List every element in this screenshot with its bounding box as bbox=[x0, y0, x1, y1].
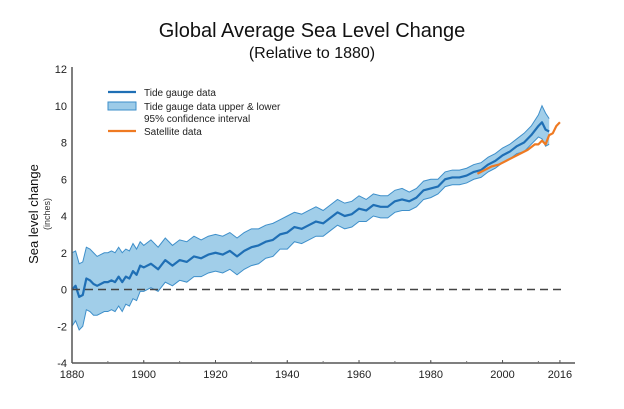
y-tick-label: 12 bbox=[55, 64, 67, 76]
x-tick-label: 1900 bbox=[132, 369, 156, 381]
confidence-band-layer bbox=[71, 104, 550, 331]
legend: Tide gauge data Tide gauge data upper & l… bbox=[107, 88, 281, 138]
y-tick-label: 10 bbox=[55, 101, 67, 113]
y-tick-label: -2 bbox=[57, 321, 67, 333]
y-tick-label: 4 bbox=[61, 211, 67, 223]
x-tick-label: 1940 bbox=[275, 369, 299, 381]
chart-title: Global Average Sea Level Change bbox=[158, 20, 466, 42]
x-tick-label: 1880 bbox=[60, 369, 84, 381]
y-tick-label: 2 bbox=[61, 248, 67, 260]
legend-label-satellite: Satellite data bbox=[144, 127, 202, 138]
y-tick-label: 0 bbox=[61, 285, 67, 297]
legend-label-confidence-2: 95% confidence interval bbox=[144, 114, 250, 125]
y-tick-label: -4 bbox=[57, 358, 67, 370]
x-tick-label: 2000 bbox=[490, 369, 514, 381]
y-axis-units: (inches) bbox=[42, 198, 52, 230]
confidence-lower-edge bbox=[71, 136, 550, 331]
y-axis-label: Sea level change bbox=[26, 164, 41, 264]
legend-swatch-confidence bbox=[107, 101, 137, 111]
legend-label-confidence: Tide gauge data upper & lower bbox=[144, 102, 281, 113]
x-tick-label: 1960 bbox=[347, 369, 371, 381]
x-tick-label: 1920 bbox=[203, 369, 227, 381]
confidence-band bbox=[72, 105, 550, 330]
satellite-line bbox=[476, 121, 561, 175]
y-tick-label: 6 bbox=[61, 174, 67, 186]
tide-gauge-line bbox=[71, 121, 550, 298]
tick-labels: -4 -2 0 2 4 6 8 10 12 1880 1900 1920 1940 1960 1980 200… bbox=[55, 64, 572, 381]
legend-label-tide-gauge: Tide gauge data bbox=[144, 88, 216, 99]
chart-subtitle: (Relative to 1880) bbox=[248, 45, 376, 62]
y-tick-label: 8 bbox=[61, 138, 67, 150]
axes bbox=[71, 67, 575, 364]
x-tick-label: 2016 bbox=[548, 369, 572, 381]
confidence-upper-edge bbox=[71, 104, 550, 265]
x-tick-label: 1980 bbox=[419, 369, 443, 381]
series-line-layer bbox=[71, 121, 561, 298]
